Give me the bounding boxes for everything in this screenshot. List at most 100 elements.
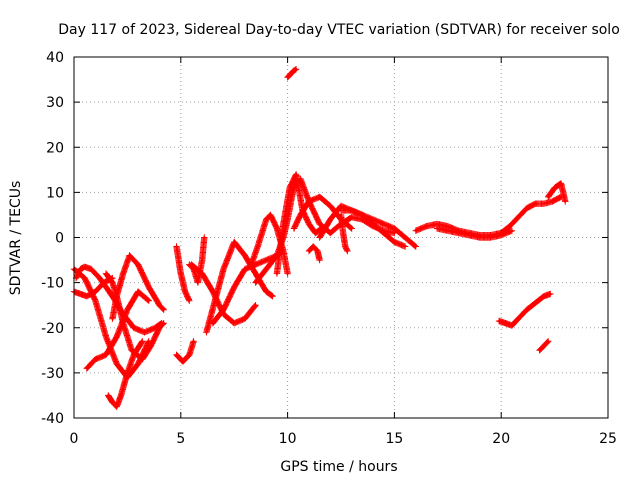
data-point xyxy=(382,231,385,235)
data-point xyxy=(213,299,217,302)
data-point xyxy=(111,281,114,284)
data-point xyxy=(243,317,247,320)
data-point xyxy=(307,200,311,203)
data-point xyxy=(83,276,86,280)
data-point xyxy=(183,290,187,293)
data-point xyxy=(200,272,204,275)
data-point xyxy=(254,263,257,266)
data-point xyxy=(425,225,428,228)
data-point xyxy=(534,301,537,305)
data-point xyxy=(115,405,118,408)
data-point xyxy=(329,218,332,221)
data-point xyxy=(222,267,225,271)
data-point xyxy=(318,222,321,226)
data-point xyxy=(546,195,550,199)
grid-lines xyxy=(74,57,608,418)
y-tick-label: -20 xyxy=(41,321,64,337)
data-point xyxy=(271,294,274,298)
data-point xyxy=(393,227,396,230)
data-point xyxy=(74,276,78,280)
series-track-06 xyxy=(105,338,146,410)
data-point xyxy=(288,186,291,190)
data-point xyxy=(265,218,268,221)
data-point xyxy=(497,319,501,323)
data-point xyxy=(318,195,321,199)
data-point xyxy=(89,267,93,271)
data-point xyxy=(435,227,439,230)
data-point xyxy=(508,225,511,228)
data-point xyxy=(292,69,296,72)
data-point xyxy=(275,272,279,275)
series-track-29 xyxy=(545,180,569,205)
data-point xyxy=(339,204,343,208)
data-point xyxy=(318,236,321,239)
data-point xyxy=(265,267,268,271)
data-point xyxy=(132,326,136,329)
data-point xyxy=(350,209,353,212)
data-point xyxy=(104,335,108,338)
data-point xyxy=(250,263,253,266)
data-point xyxy=(435,222,439,226)
data-point xyxy=(98,276,101,280)
data-point xyxy=(83,265,86,269)
data-point xyxy=(147,285,150,289)
data-point xyxy=(79,292,82,296)
data-point xyxy=(361,213,364,217)
data-point xyxy=(269,213,272,217)
data-point xyxy=(371,222,375,226)
axis-ticks: 0 5 10 15 20 25 40 30 20 10 0 -10 -20 -30 -40 xyxy=(41,50,617,447)
data-point xyxy=(329,231,332,235)
data-point xyxy=(158,303,161,307)
data-point xyxy=(553,186,556,190)
data-point xyxy=(346,249,349,253)
data-point xyxy=(403,236,407,239)
data-point xyxy=(233,285,236,289)
data-point xyxy=(115,294,118,298)
data-point xyxy=(196,281,200,284)
data-point xyxy=(275,227,279,230)
series-track-27 xyxy=(495,290,554,329)
data-point xyxy=(542,202,546,205)
data-point xyxy=(115,335,118,338)
data-point xyxy=(478,236,482,239)
data-point xyxy=(136,263,140,266)
data-point xyxy=(233,240,236,244)
data-point xyxy=(203,236,206,239)
data-point xyxy=(542,344,546,347)
data-point xyxy=(339,209,343,212)
data-point xyxy=(489,236,492,239)
data-point xyxy=(175,245,178,248)
data-point xyxy=(106,394,110,397)
data-point xyxy=(307,222,311,226)
data-point xyxy=(233,322,236,325)
data-point xyxy=(316,249,319,253)
x-tick-label: 0 xyxy=(70,431,79,447)
data-point xyxy=(130,349,133,352)
x-axis-label: GPS time / hours xyxy=(280,459,397,475)
data-point xyxy=(510,229,514,232)
data-point xyxy=(175,353,178,357)
data-point xyxy=(318,258,321,262)
data-point xyxy=(467,234,471,237)
data-point xyxy=(188,299,191,302)
data-point xyxy=(294,173,298,176)
data-point xyxy=(286,76,289,79)
series-track-22 xyxy=(337,211,351,255)
data-point xyxy=(153,326,157,329)
data-point xyxy=(141,358,144,361)
x-tick-label: 15 xyxy=(385,431,403,447)
data-point xyxy=(510,324,514,327)
chart-title: Day 117 of 2023, Sidereal Day-to-day VTE… xyxy=(58,22,620,38)
y-tick-label: -30 xyxy=(41,366,64,382)
data-point xyxy=(147,299,150,302)
data-point xyxy=(126,371,129,375)
data-point xyxy=(299,213,302,217)
data-point xyxy=(534,202,537,205)
data-point xyxy=(299,177,302,181)
data-point xyxy=(457,231,460,235)
data-point xyxy=(290,71,294,74)
data-point xyxy=(403,245,407,248)
data-point xyxy=(549,292,552,296)
x-tick-label: 5 xyxy=(176,431,185,447)
y-tick-label: -10 xyxy=(41,276,64,292)
